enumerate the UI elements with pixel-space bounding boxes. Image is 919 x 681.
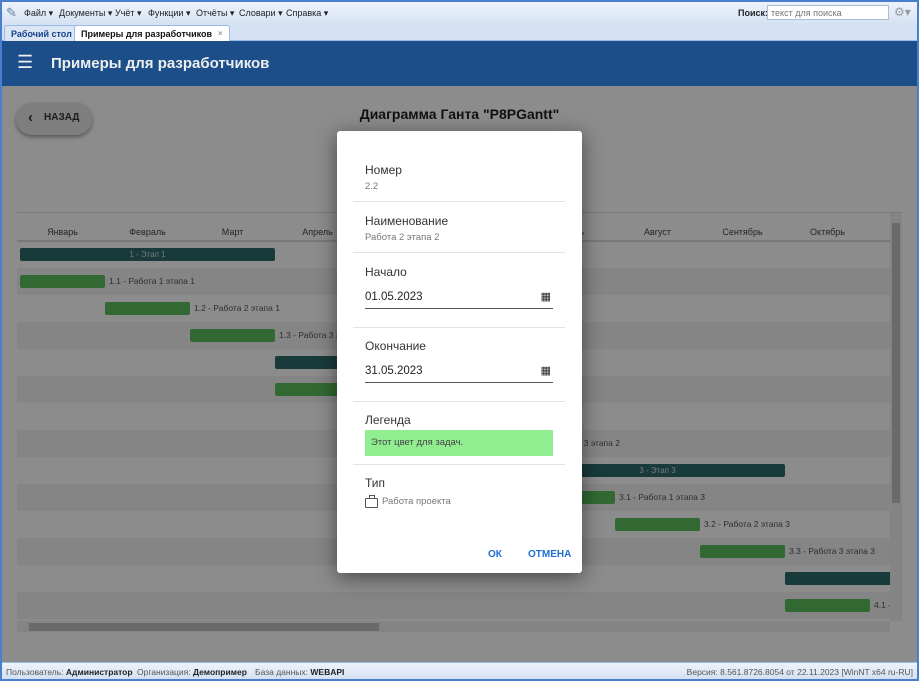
cancel-button[interactable]: ОТМЕНА [528,549,572,560]
stage-bar[interactable]: 1 - Этап 1 [20,248,275,261]
version-info: Версия: 8.561.8726.8054 от 22.11.2023 [W… [686,667,913,677]
tab-desktop[interactable]: Рабочий стол [4,25,79,41]
task-label: 1.2 - Работа 2 этапа 1 [194,303,280,313]
task-bar[interactable] [785,599,870,612]
month-header: Март [221,227,244,237]
task-label: 3.2 - Работа 2 этапа 3 [704,519,790,529]
task-label: 3.1 - Работа 1 этапа 3 [619,492,705,502]
month-header: Октябрь [810,227,845,237]
task-bar[interactable] [190,329,275,342]
month-header: Февраль [129,227,166,237]
task-label: 1.3 - Работа 3 этапа 1 [279,330,365,340]
db-value: WEBAPI [310,667,345,677]
name-value: Работа 2 этапа 2 [365,232,440,243]
task-bar[interactable] [615,518,700,531]
db-label: База данных: [255,667,308,677]
start-label: Начало [365,265,407,279]
stage-bar[interactable]: 3 - Этап 3 [530,464,785,477]
task-label: 3.3 - Работа 3 этапа 3 [789,546,875,556]
task-bar[interactable] [20,275,105,288]
back-label: НАЗАД [44,112,80,123]
month-header: Апрель [302,227,333,237]
org-value: Демопример [193,667,247,677]
close-icon[interactable]: × [218,29,223,38]
tab-dev-examples[interactable]: Примеры для разработчиков × [74,25,230,41]
org-label: Организация: [137,667,191,677]
gear-icon[interactable]: ⚙▾ [894,5,911,19]
menu-documents[interactable]: Документы ▾ [59,8,113,18]
month-header: Август [643,227,672,237]
type-value: Работа проекта [382,496,451,507]
end-label: Окончание [365,339,426,353]
task-dialog: Номер 2.2 Наименование Работа 2 этапа 2 На… [337,131,582,573]
start-date-value: 01.05.2023 [365,291,423,303]
menu-functions[interactable]: Функции ▾ [148,8,191,18]
briefcase-icon [365,495,378,508]
vertical-scrollbar[interactable] [890,213,902,621]
divider [353,327,565,328]
task-bar[interactable] [105,302,190,315]
number-label: Номер [365,163,402,177]
tab-bar: Рабочий стол Примеры для разработчиков × [2,23,917,41]
ok-button[interactable]: ОК [488,549,502,560]
month-header: Январь [47,227,78,237]
task-label: 4.1 - Работа 1 этапа 4 [874,600,902,610]
app-logo-icon: ✎ [6,5,17,20]
end-date-input[interactable]: 31.05.2023 ▦ [365,361,553,383]
app-header: ☰ Примеры для разработчиков [2,41,917,86]
calendar-icon[interactable]: ▦ [540,291,551,303]
horizontal-scrollbar[interactable] [17,621,890,632]
menu-bar: ✎ Файл ▾ Документы ▾ Учёт ▾ Функции ▾ От… [2,2,917,23]
type-label: Тип [365,476,386,490]
db-info: База данных: WEBAPI [255,667,344,677]
tab-label: Рабочий стол [11,29,72,39]
menu-dictionaries[interactable]: Словари ▾ [239,8,283,18]
divider [353,201,565,202]
menu-reports[interactable]: Отчёты ▾ [196,8,235,18]
user-info: Пользователь: Администратор [6,667,133,677]
page-title: Примеры для разработчиков [51,55,270,72]
tab-label: Примеры для разработчиков [81,29,213,39]
chevron-left-icon: ‹ [28,109,33,126]
divider [353,401,565,402]
menu-file[interactable]: Файл ▾ [24,8,54,18]
menu-accounting[interactable]: Учёт ▾ [115,8,142,18]
status-bar: Пользователь: Администратор Организация:… [2,662,917,679]
calendar-icon[interactable]: ▦ [540,365,551,377]
legend-color-box: Этот цвет для задач. [365,430,553,456]
divider [353,252,565,253]
end-date-value: 31.05.2023 [365,365,423,377]
number-value: 2.2 [365,181,379,192]
menu-icon[interactable]: ☰ [17,52,34,72]
scrollbar-thumb[interactable] [29,623,379,631]
gantt-title: Диаграмма Ганта "P8PGantt" [359,106,560,122]
task-label: 1.1 - Работа 1 этапа 1 [109,276,195,286]
org-info: Организация: Демопример [137,667,247,677]
user-value: Администратор [65,667,133,677]
name-label: Наименование [365,214,449,228]
task-bar[interactable] [700,545,785,558]
search-label: Поиск: [738,8,769,18]
month-header: Сентябрь [722,227,763,237]
scrollbar-thumb[interactable] [892,223,900,503]
start-date-input[interactable]: 01.05.2023 ▦ [365,287,553,309]
gantt-row [17,592,890,619]
legend-label: Легенда [365,413,411,427]
divider [353,464,565,465]
search-input[interactable] [767,5,889,20]
user-label: Пользователь: [6,667,64,677]
back-button[interactable]: ‹ НАЗАД [16,103,92,135]
menu-help[interactable]: Справка ▾ [286,8,329,18]
